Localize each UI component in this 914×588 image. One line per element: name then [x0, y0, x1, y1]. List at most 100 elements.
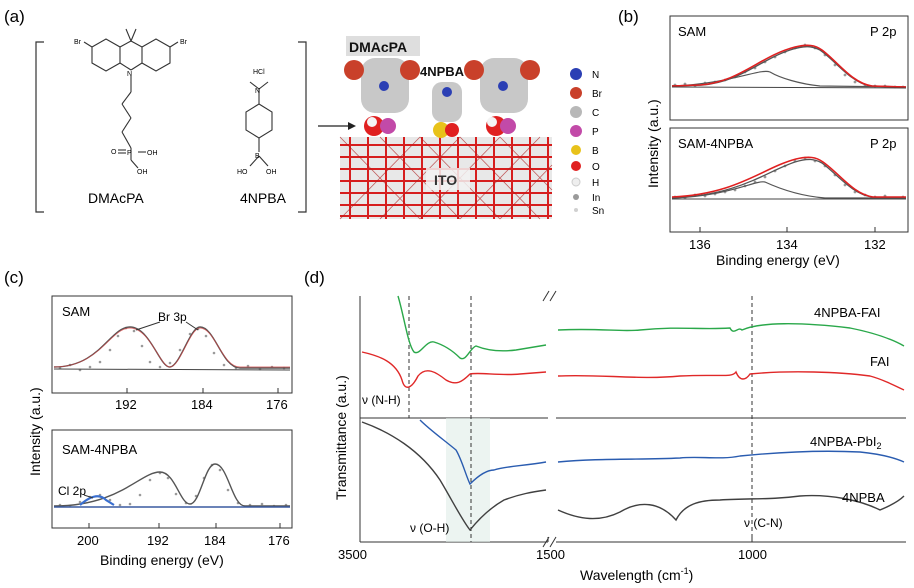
panel-c-top-sample: SAM	[62, 304, 90, 319]
panel-c-top-baseline	[53, 368, 291, 371]
dmacpa-p-atom: P	[127, 150, 132, 157]
dmacpa-model-label: DMAcPA	[349, 39, 407, 55]
trace-label-fai: FAI	[870, 354, 890, 369]
panel-c-bottom-frame	[51, 429, 293, 529]
dmacpa-structure	[83, 28, 179, 169]
panel-b-top-core: P 2p	[870, 24, 897, 39]
panel-c-bottom-xtick-200: 200	[77, 533, 99, 548]
panel-c-peak-arrow2	[185, 321, 199, 331]
panel-c-bottom-xtick-176: 176	[268, 533, 290, 548]
ito-label: ITO	[434, 172, 457, 188]
panel-b-top-fit-component2	[671, 70, 907, 88]
panel-a: (a) Br Br N P	[4, 7, 604, 220]
panel-d-xtick-1500: 1500	[536, 547, 565, 562]
panel-c-cl-label: Cl 2p	[58, 484, 86, 498]
trace-label-4npba-pbi2: 4NPBA-PbI2	[810, 434, 882, 451]
panel-c-bottom-xtick-184: 184	[204, 533, 226, 548]
panel-c-peak-label: Br 3p	[158, 310, 187, 324]
trace-4npba-pbi2-right	[557, 450, 905, 463]
panel-b-bottom-sample: SAM-4NPBA	[678, 136, 753, 151]
panel-c-top-fit	[53, 326, 290, 369]
legend-label-p: P	[592, 127, 599, 138]
legend-label-c: C	[592, 108, 599, 119]
panel-b-xtick-134: 134	[776, 237, 798, 252]
legend-label-h: H	[592, 178, 599, 189]
panel-c-letter: (c)	[4, 268, 24, 287]
panel-b: (b) SAM P 2p	[618, 7, 909, 268]
panel-c-cl-peak	[79, 495, 115, 506]
legend-label-o: O	[592, 162, 600, 173]
trace-label-4npba: 4NPBA	[842, 490, 885, 505]
legend-swatch-o	[571, 161, 581, 171]
panel-c-top-frame	[51, 295, 293, 394]
dmacpa-oh1: OH	[147, 150, 158, 157]
legend-label-sn: Sn	[592, 206, 604, 217]
panel-d-xtick-1000: 1000	[738, 547, 767, 562]
dmacpa-br-left: Br	[74, 39, 82, 46]
dmacpa-br-right: Br	[180, 39, 188, 46]
panel-b-xtick-132: 132	[864, 237, 886, 252]
trace-4npba-fai-left	[397, 295, 547, 360]
ito-slab: ITO	[339, 136, 553, 220]
trace-4npba-left	[361, 421, 547, 532]
legend-label-in: In	[592, 193, 600, 204]
annotation-oh: ν (O-H)	[410, 521, 449, 535]
panel-b-bottom-envelope	[671, 156, 906, 198]
legend-swatch-p	[570, 125, 582, 137]
panel-c-bottom-fit	[53, 463, 290, 507]
left-bracket	[35, 41, 44, 213]
panel-d-ylabel: Transmittance (a.u.)	[333, 375, 349, 500]
panel-b-bottom-fit-component	[671, 158, 907, 199]
panel-c-top-xtick-184: 184	[191, 397, 213, 412]
panel-b-top-sample: SAM	[678, 24, 706, 39]
legend-swatch-sn	[574, 208, 578, 212]
4npba-b-atom: B	[255, 153, 260, 160]
dmacpa-name: DMAcPA	[88, 190, 144, 206]
trace-fai-right	[557, 370, 905, 391]
annotation-nh: ν (N-H)	[362, 393, 401, 407]
panel-b-top-frame	[669, 15, 909, 121]
4npba-structure	[245, 81, 273, 167]
panel-a-letter: (a)	[4, 7, 25, 26]
sam-molecule-right	[464, 58, 540, 136]
dmacpa-o-atom: O	[111, 149, 117, 156]
legend-label-br: Br	[592, 89, 603, 100]
panel-c-peak-arrow1	[135, 321, 161, 331]
4npba-ho: HO	[237, 169, 248, 176]
legend-swatch-in	[573, 194, 579, 200]
panel-c-ylabel: Intensity (a.u.)	[27, 387, 43, 476]
panel-c-bottom-sample: SAM-4NPBA	[62, 442, 137, 457]
legend-label-b: B	[592, 146, 599, 157]
4npba-model-label: 4NPBA	[420, 64, 465, 79]
4npba-n-atom: N	[255, 88, 260, 95]
panel-d-top-break2	[549, 290, 557, 302]
panel-c-bottom-xticks	[88, 523, 281, 528]
panel-b-bottom-core: P 2p	[870, 136, 897, 151]
panel-c-top-xticks	[126, 388, 279, 393]
panel-b-xticks	[699, 227, 876, 232]
panel-b-xlabel: Binding energy (eV)	[716, 252, 840, 268]
panel-d-top-break1	[542, 290, 550, 302]
dmacpa-oh2: OH	[137, 169, 148, 176]
reaction-arrow-head	[348, 122, 356, 130]
legend-label-n: N	[592, 70, 599, 81]
panel-c-top-scatter	[58, 326, 286, 372]
legend-swatch-br	[570, 87, 582, 99]
4npba-hcl: HCl	[253, 69, 265, 76]
legend-swatch-b	[571, 145, 581, 155]
4npba-molecule	[432, 82, 462, 138]
panel-d-xtick-3500: 3500	[338, 547, 367, 562]
4npba-name: 4NPBA	[240, 190, 287, 206]
annotation-cn: ν (C-N)	[744, 516, 783, 530]
right-bracket	[298, 41, 307, 213]
panel-b-bottom-frame	[669, 127, 909, 233]
legend-swatch-c	[570, 106, 582, 118]
panel-b-bottom-fit-component2	[671, 181, 906, 199]
panel-b-top-fit-component	[671, 45, 907, 88]
panel-b-ylabel: Intensity (a.u.)	[645, 99, 661, 188]
panel-d: (d) 4NPBA-FAI FAI 4NPBA-PbI2 4NPBA ν (N-…	[304, 268, 906, 583]
legend-swatch-h	[571, 177, 581, 187]
panel-c-top-envelope	[53, 327, 290, 368]
trace-fai-left	[361, 351, 547, 388]
